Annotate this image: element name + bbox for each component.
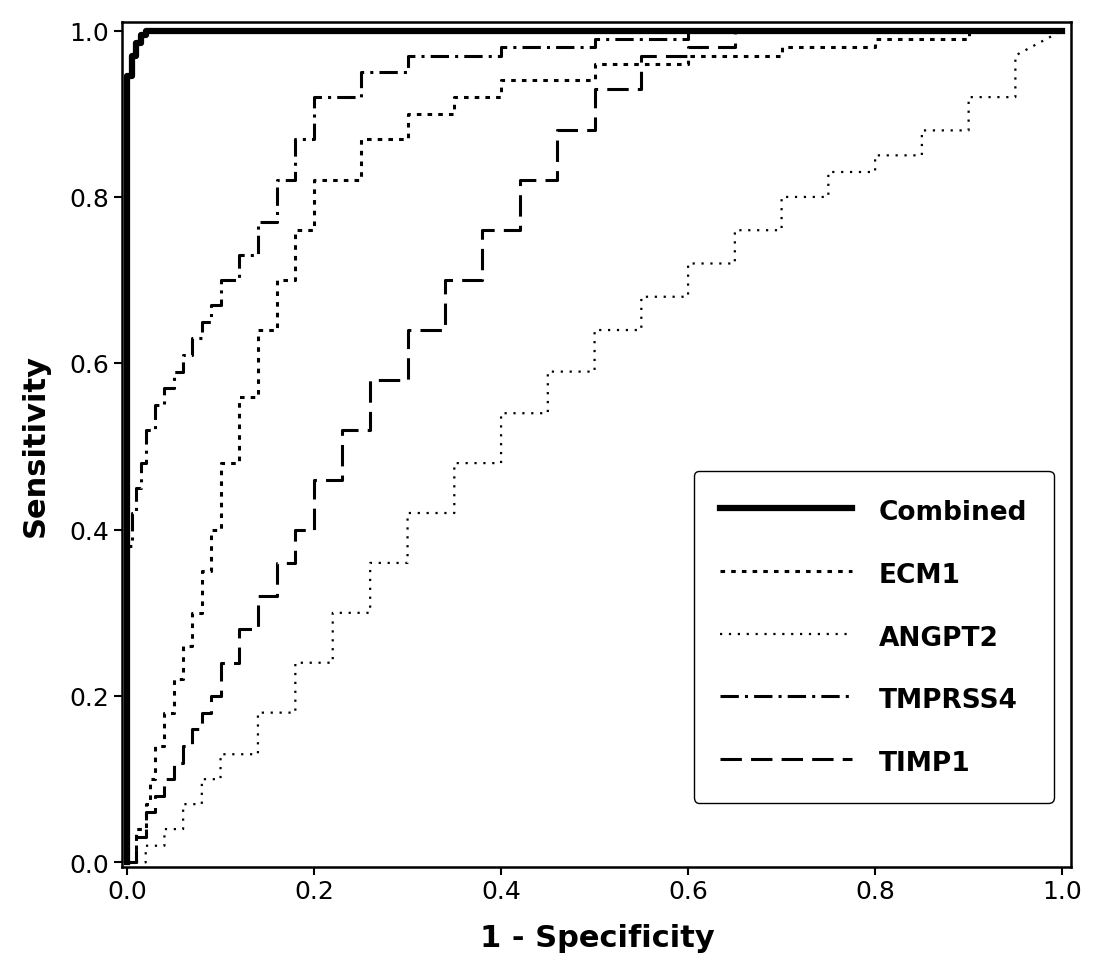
X-axis label: 1 - Specificity: 1 - Specificity xyxy=(479,923,714,953)
Legend: Combined, ECM1, ANGPT2, TMPRSS4, TIMP1: Combined, ECM1, ANGPT2, TMPRSS4, TIMP1 xyxy=(694,471,1053,803)
Y-axis label: Sensitivity: Sensitivity xyxy=(21,353,50,536)
